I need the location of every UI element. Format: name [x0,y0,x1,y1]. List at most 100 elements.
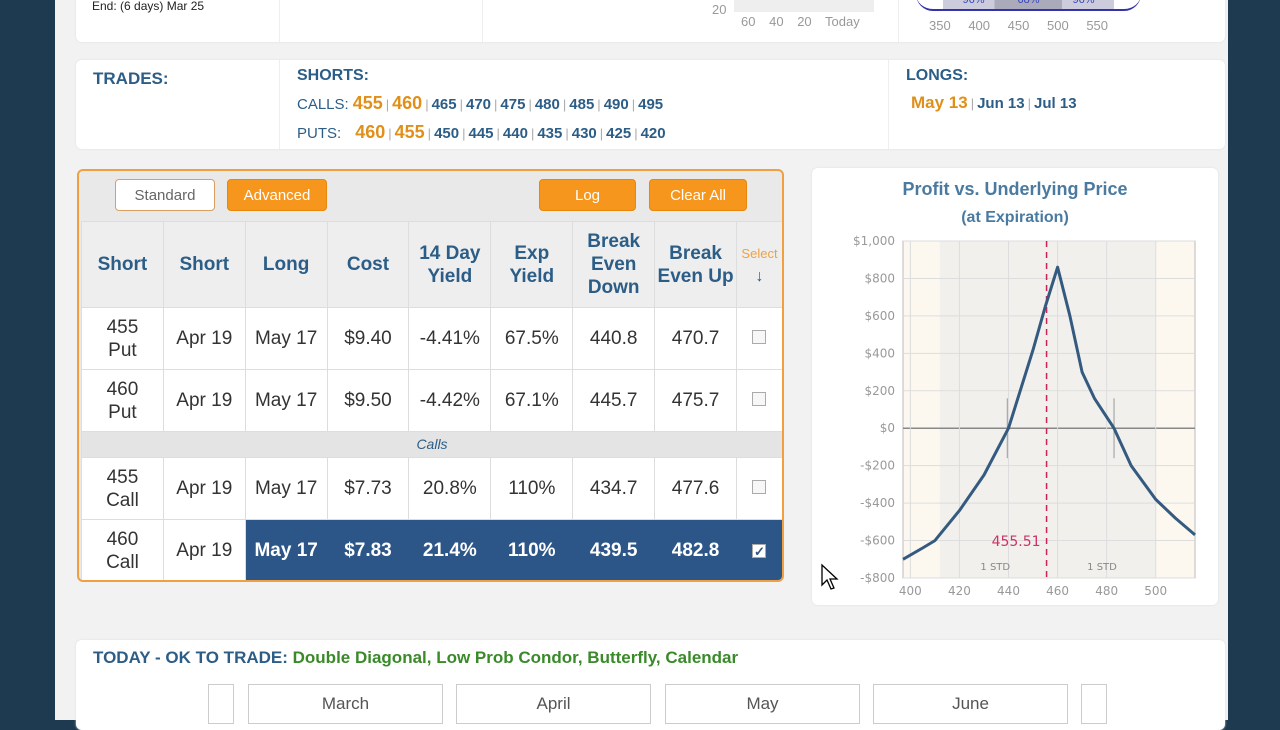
profit-chart-card: Profit vs. Underlying Price (at Expiratio… [812,168,1218,605]
today-heading: TODAY - OK TO TRADE: Double Diagonal, Lo… [93,648,738,668]
pct: 96% [1072,0,1095,6]
chart-subtitle: (at Expiration) [961,209,1069,226]
separator: | [427,126,432,141]
mini-chart [734,0,874,12]
call-strike-455[interactable]: 455 [352,93,383,113]
yield-14day: -4.42% [408,369,492,432]
top-summary-card: End: (6 days) Mar 25 20 60 40 20 Today 9… [76,0,1225,42]
long-expiry: May 17 [244,519,328,580]
select-cell[interactable]: ✓ [735,519,782,580]
put-strike-435[interactable]: 435 [537,125,563,142]
separator: | [634,126,638,141]
table-row[interactable]: 460 Call Apr 19 May 17 $7.83 21.4% 110% 4… [81,519,782,580]
put-strike-440[interactable]: 440 [502,125,528,142]
put-strike-430[interactable]: 430 [571,125,597,142]
exp-yield: 67.5% [490,307,574,370]
tick: Today [825,14,860,29]
select-label: Select [741,245,778,261]
break-even-up: 477.6 [654,457,737,520]
select-checkbox[interactable]: ✓ [752,544,767,559]
separator: | [462,126,466,141]
short-strike: 455 Put [81,307,164,370]
mini-y-tick: 20 [712,2,727,17]
separator: | [496,126,500,141]
y-tick-label: $600 [864,309,895,323]
mini-x-ticks: 60 40 20 Today [741,14,860,29]
today-title: TODAY - OK TO TRADE: [93,648,288,667]
select-cell[interactable] [735,457,782,520]
long-may13[interactable]: May 13 [911,93,968,112]
call-strike-480[interactable]: 480 [534,96,560,113]
cost: $7.73 [326,457,410,520]
call-strike-495[interactable]: 495 [638,96,664,113]
table-row[interactable]: 455 Put Apr 19 May 17 $9.40 -4.41% 67.5% … [81,307,782,370]
put-strike-420[interactable]: 420 [640,125,666,142]
select-checkbox[interactable] [752,480,767,494]
call-strike-460[interactable]: 460 [392,93,423,113]
strike: 455 [106,466,139,488]
month-june[interactable]: June [873,684,1068,724]
calls-row: CALLS: 455 | 460 | 465 | 470 | 475 | 480 | 485 | 490 | 4… [297,93,663,114]
call-strike-485[interactable]: 485 [569,96,595,113]
separator: | [459,97,463,112]
clear-all-button[interactable]: Clear All [649,179,747,211]
cost: $9.50 [326,369,410,432]
short-strike: 460 Call [81,519,164,580]
standard-button[interactable]: Standard [115,179,215,211]
col-short: Short [81,221,164,308]
break-even-up: 475.7 [654,369,737,432]
call-strike-490[interactable]: 490 [603,96,629,113]
profit-chart: Profit vs. Underlying Price (at Expiratio… [853,179,1196,598]
tick: 20 [797,14,812,29]
short-strike: 460 Put [81,369,164,432]
break-even-down: 440.8 [572,307,656,370]
puts-row: PUTS: 460 | 455 | 450 | 445 | 440 | 435 | 430 | 425 | 42… [297,122,666,143]
long-expiry: May 17 [244,307,328,370]
col-short: Short [162,221,246,308]
select-checkbox[interactable] [752,392,767,406]
select-cell[interactable] [735,369,782,432]
call-strike-475[interactable]: 475 [500,96,526,113]
put-strike-455[interactable]: 455 [394,122,425,142]
longs-row: May 13 | Jun 13 | Jul 13 [911,93,1077,112]
short-strike: 455 Call [81,457,164,520]
advanced-button[interactable]: Advanced [227,179,327,211]
chart-title: Profit vs. Underlying Price [902,179,1127,199]
month-next[interactable] [1081,684,1107,724]
long-jul13[interactable]: Jul 13 [1034,95,1077,112]
put-strike-450[interactable]: 450 [434,125,460,142]
cost: $7.83 [326,519,410,580]
break-even-down: 439.5 [572,519,656,580]
profit-curve [902,265,1196,561]
month-prev[interactable] [208,684,234,724]
calls-divider-label: Calls [81,431,782,458]
col-break-even-up: Break Even Up [654,221,737,308]
cost: $9.40 [326,307,410,370]
month-april[interactable]: April [456,684,651,724]
puts-label: PUTS: [297,125,342,142]
month-march[interactable]: March [248,684,443,724]
trades-card: TRADES: SHORTS: CALLS: 455 | 460 | 465 | 470 | 4… [76,60,1225,149]
table-row[interactable]: 460 Put Apr 19 May 17 $9.50 -4.42% 67.1% … [81,369,782,432]
calls-divider: Calls [81,431,782,458]
exp-yield: 110% [490,519,574,580]
call-strike-465[interactable]: 465 [431,96,457,113]
month-may[interactable]: May [665,684,860,724]
call-strike-470[interactable]: 470 [466,96,492,113]
select-checkbox[interactable] [752,330,767,344]
table-row[interactable]: 455 Call Apr 19 May 17 $7.73 20.8% 110% 4… [81,457,782,520]
tick: 500 [1046,18,1069,33]
put-strike-445[interactable]: 445 [468,125,494,142]
log-button[interactable]: Log [539,179,636,211]
put-strike-425[interactable]: 425 [606,125,632,142]
x-tick-label: 500 [1144,584,1167,598]
tick: 40 [769,14,784,29]
y-tick-label: $400 [864,346,895,360]
put-strike-460[interactable]: 460 [355,122,386,142]
page: End: (6 days) Mar 25 20 60 40 20 Today 9… [55,0,1228,730]
select-cell[interactable] [735,307,782,370]
current-price-label: 455.51 [992,534,1041,550]
col-cost: Cost [326,221,410,308]
long-jun13[interactable]: Jun 13 [977,95,1025,112]
separator: | [599,126,604,141]
